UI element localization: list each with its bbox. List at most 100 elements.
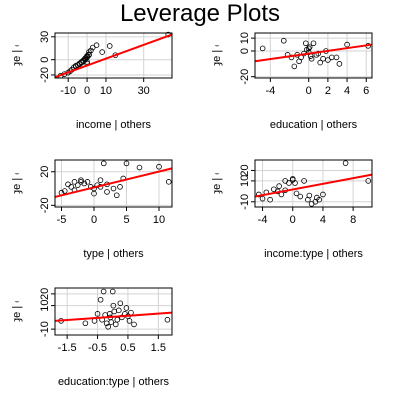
y-axis-title: prestige | others xyxy=(211,144,223,223)
data-point xyxy=(342,160,349,166)
fit-line xyxy=(54,33,173,79)
x-tick-label: -5 xyxy=(57,214,67,226)
data-point xyxy=(164,316,171,323)
x-tick-label: 0 xyxy=(290,214,296,226)
data-point xyxy=(305,45,312,52)
data-point xyxy=(113,192,120,199)
data-point xyxy=(328,54,335,61)
data-point xyxy=(93,42,100,49)
data-point xyxy=(259,45,266,52)
plot-frame xyxy=(254,159,373,208)
x-axis-title: income:type | others xyxy=(264,248,363,260)
data-point xyxy=(292,180,298,186)
data-point xyxy=(131,321,137,328)
data-point xyxy=(68,184,75,190)
y-tick-label: 10 xyxy=(239,175,251,187)
x-tick-label: 10 xyxy=(153,214,165,226)
data-point xyxy=(320,55,326,62)
data-point xyxy=(320,191,326,198)
y-tick-label: 20 xyxy=(39,166,51,178)
data-point xyxy=(94,311,101,317)
data-point xyxy=(61,188,68,194)
data-point xyxy=(105,323,111,330)
y-axis-title: prestige | others xyxy=(11,16,23,95)
data-point xyxy=(100,288,107,295)
data-point xyxy=(111,308,118,315)
x-axis-title: education:type | others xyxy=(58,376,170,388)
data-point xyxy=(306,192,313,199)
data-point xyxy=(65,181,71,188)
plot-frame xyxy=(54,287,173,336)
data-point xyxy=(365,178,372,184)
y-axis-title: prestige | others xyxy=(11,144,23,223)
plot-frame xyxy=(54,32,173,79)
leverage-panel-1: -10 0 10 30 -20 0 30 income | others prestige | … xyxy=(11,16,173,131)
fit-line xyxy=(54,311,173,322)
y-tick-label: -20 xyxy=(39,67,51,83)
data-point xyxy=(71,179,78,185)
y-tick-label: -10 xyxy=(39,321,51,337)
data-point xyxy=(306,44,313,50)
data-point xyxy=(297,193,304,200)
x-tick-label: 6 xyxy=(363,85,369,97)
data-point xyxy=(267,196,273,203)
data-point xyxy=(114,316,121,323)
data-point xyxy=(123,305,130,311)
data-point xyxy=(303,40,309,47)
data-point xyxy=(78,177,84,183)
data-point xyxy=(128,309,134,316)
y-tick-label: -10 xyxy=(239,194,251,210)
leverage-panel-3: -5 0 5 10 -20 20 type | others prestige | other… xyxy=(11,144,173,260)
y-tick-label: 0 xyxy=(39,57,51,63)
data-point xyxy=(316,196,322,203)
data-point xyxy=(344,41,350,48)
data-point xyxy=(84,59,90,65)
data-point xyxy=(301,178,307,184)
data-point xyxy=(119,314,125,321)
y-tick-label: -20 xyxy=(239,69,251,85)
data-point xyxy=(276,183,282,189)
x-axis-title: education | others xyxy=(270,119,358,131)
data-point xyxy=(136,164,143,171)
y-tick-label: 10 xyxy=(39,300,51,312)
data-point xyxy=(280,37,287,44)
data-point xyxy=(289,176,296,182)
data-point xyxy=(117,300,124,307)
data-point xyxy=(310,40,317,47)
data-point xyxy=(91,190,97,197)
data-point xyxy=(325,57,331,63)
x-tick-label: 0 xyxy=(91,214,97,226)
data-point xyxy=(282,178,288,184)
data-point xyxy=(78,179,84,185)
y-tick-label: 20 xyxy=(239,164,251,176)
x-tick-label: -0.5 xyxy=(88,342,107,354)
data-point xyxy=(112,321,119,328)
x-axis-title: type | others xyxy=(83,248,144,260)
data-point xyxy=(110,185,117,192)
y-axis-title: prestige | others xyxy=(211,16,223,95)
y-tick-label: 20 xyxy=(39,288,51,300)
x-tick-label: 0 xyxy=(306,85,312,97)
x-tick-label: 5 xyxy=(123,214,129,226)
data-point xyxy=(259,195,266,202)
fit-line xyxy=(254,43,373,63)
x-tick-label: 2 xyxy=(325,85,331,97)
x-tick-label: -4 xyxy=(265,85,275,97)
data-point xyxy=(88,47,94,54)
data-point xyxy=(117,184,123,190)
data-point xyxy=(100,160,107,167)
data-point xyxy=(126,318,133,324)
data-point xyxy=(81,180,88,187)
data-point xyxy=(165,179,172,185)
data-point xyxy=(74,182,81,188)
x-tick-label: -1.5 xyxy=(58,342,77,354)
page-title: Leverage Plots xyxy=(119,0,281,27)
fit-line xyxy=(254,173,373,198)
data-point xyxy=(291,63,298,70)
data-point xyxy=(116,307,122,314)
x-tick-label: 8 xyxy=(350,214,356,226)
x-tick-label: -10 xyxy=(60,85,76,97)
data-point xyxy=(84,179,91,185)
